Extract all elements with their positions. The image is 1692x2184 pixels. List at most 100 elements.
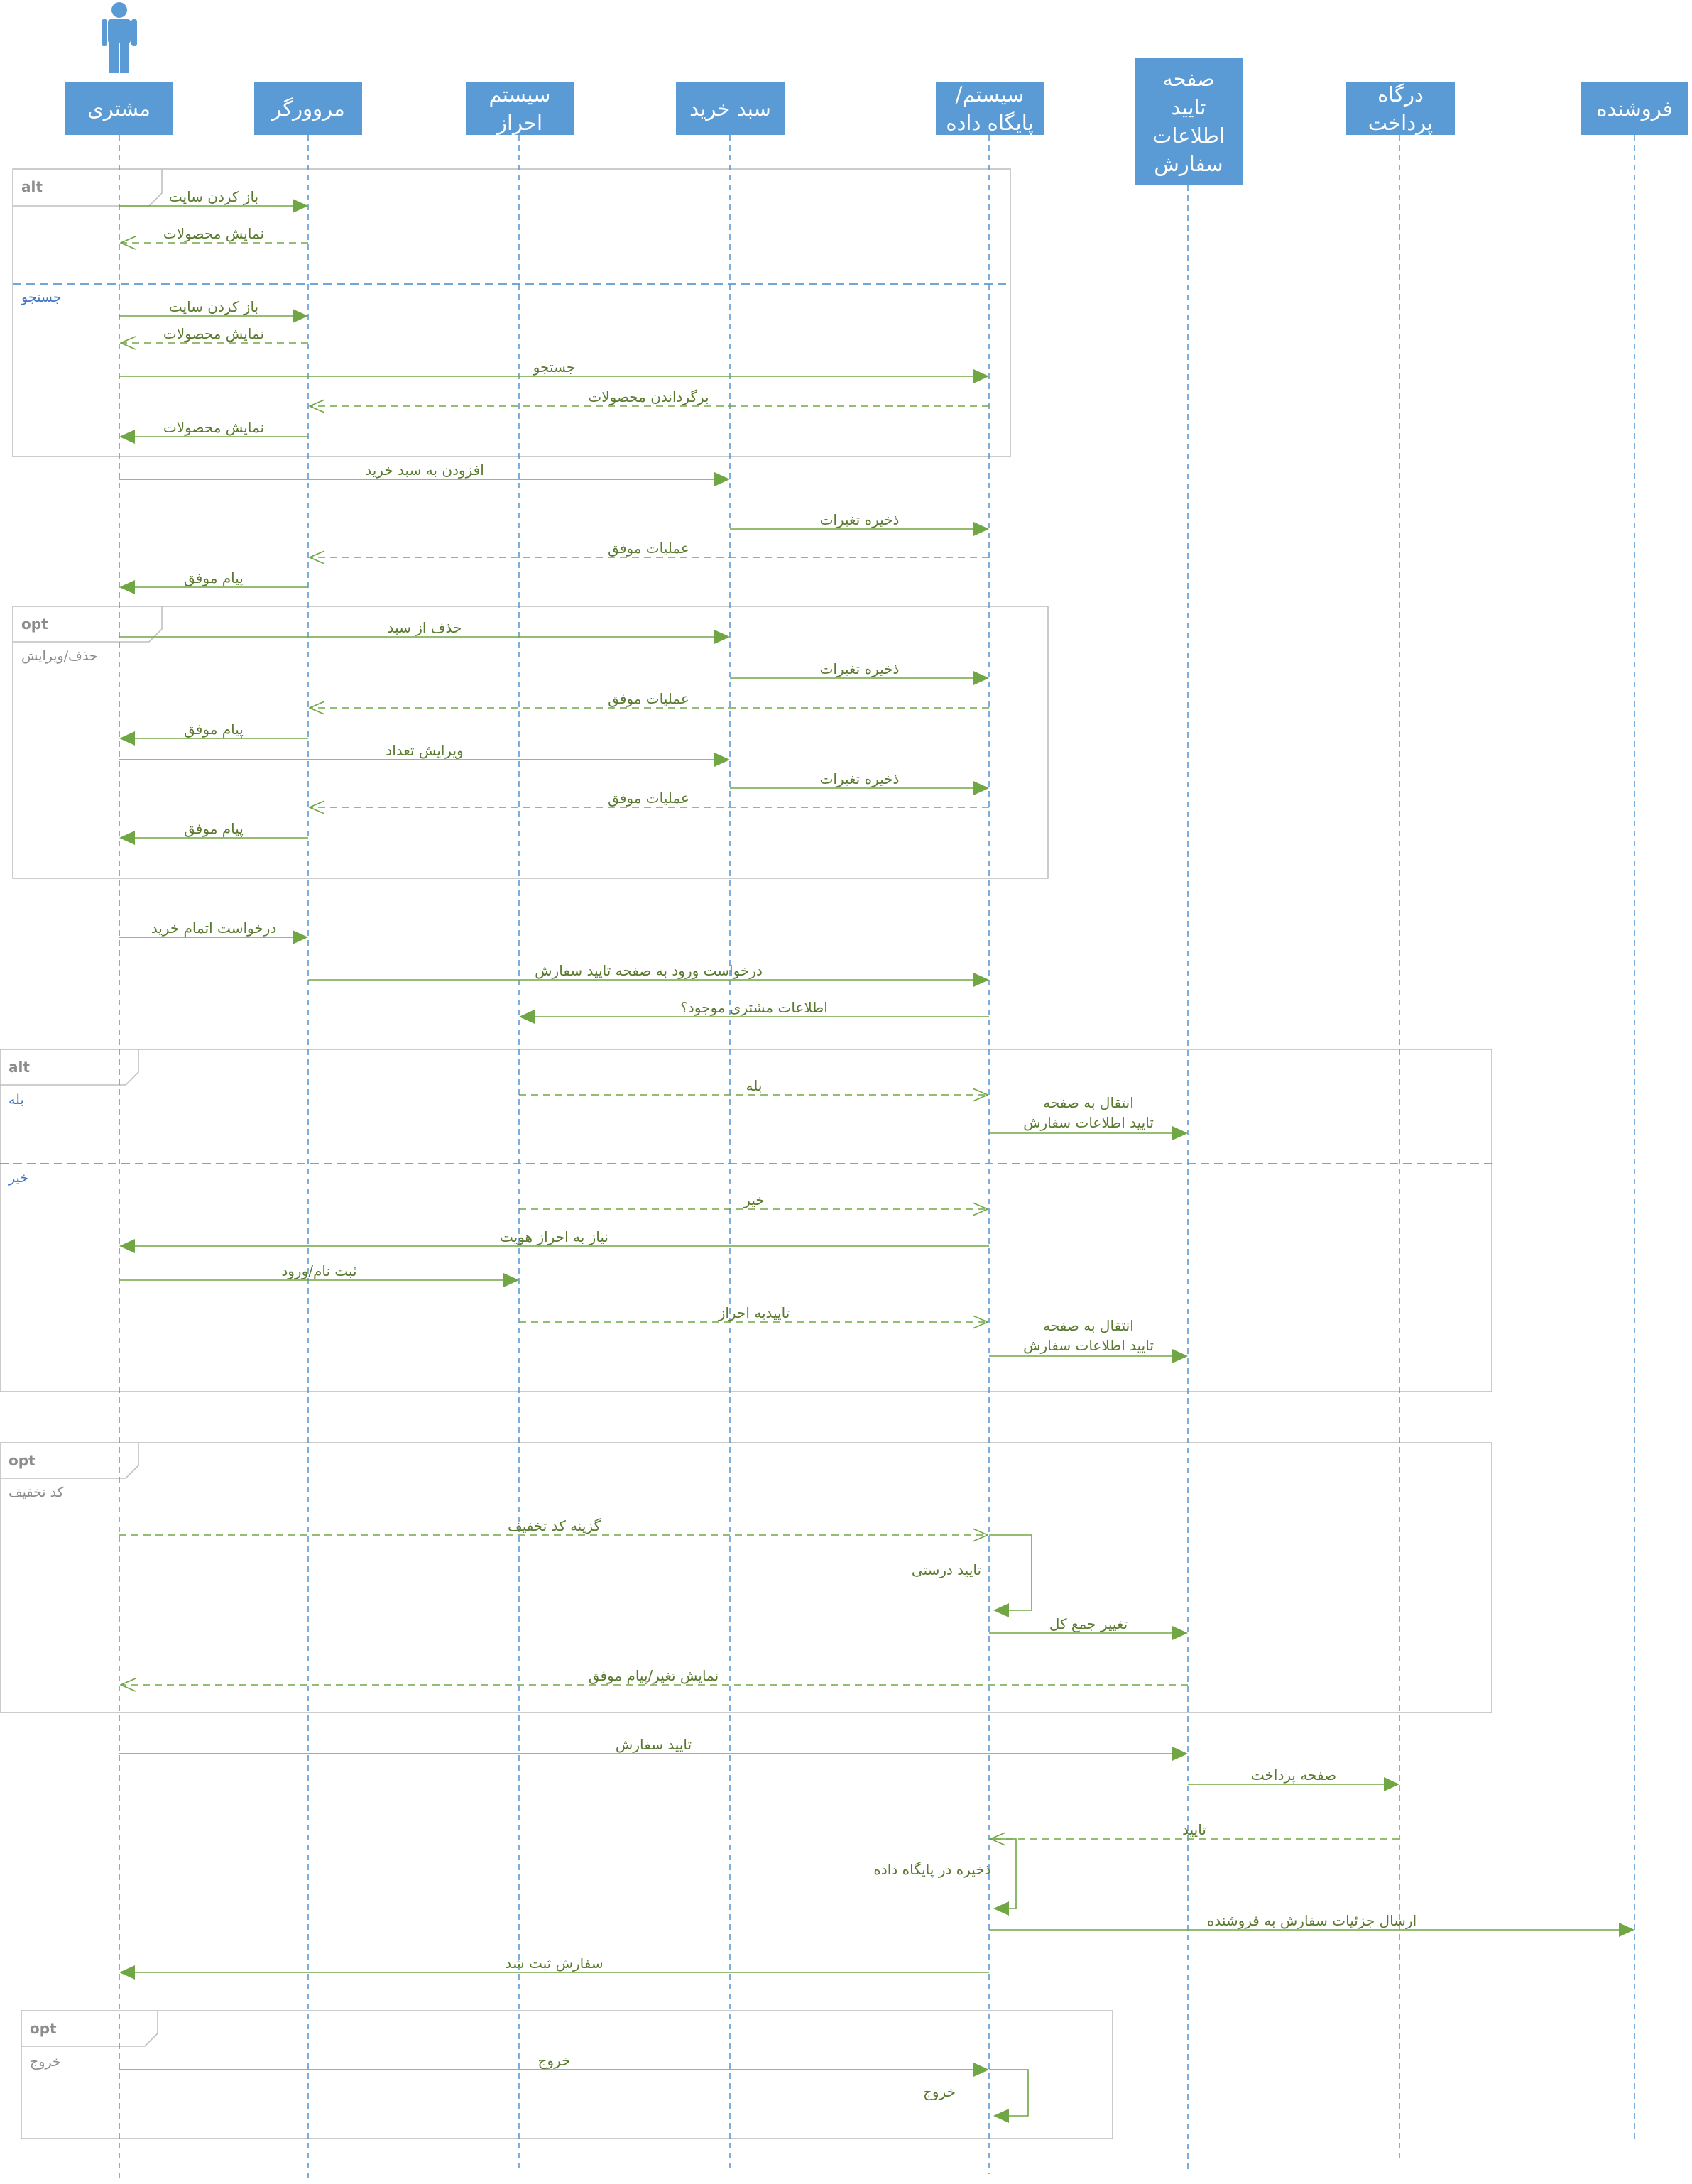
message-reply: بله — [519, 1077, 988, 1095]
message-sync: ذخیره تغیرات — [730, 770, 989, 795]
message-sync: جستجو — [119, 359, 989, 383]
fragment-frame — [0, 1049, 1492, 1392]
message-sync: اطلاعات مشتری موجود؟ — [519, 999, 989, 1024]
message-self: تایید درستی — [912, 1534, 1032, 1617]
lifeline-label-customer: مشتری — [87, 97, 151, 121]
message-label: سفارش ثبت شد — [505, 1955, 603, 1972]
message-self: ذخیره در پایگاه داده — [873, 1838, 1017, 1916]
message-sync: انتقال به صفحه تایید اطلاعات سفارش — [989, 1094, 1188, 1140]
message-label: ذخیره تغیرات — [820, 660, 900, 677]
message-sync: نمایش محصولات — [119, 419, 308, 444]
message-sync: باز کردن سایت — [119, 298, 308, 323]
lifeline-label-confirm: سفارش — [1154, 152, 1223, 176]
message-label: باز کردن سایت — [169, 188, 258, 205]
actor-icon — [102, 2, 137, 73]
message-label: صفحه پرداخت — [1251, 1767, 1336, 1784]
actor-arm-right — [131, 19, 137, 46]
message-label: ذخیره تغیرات — [820, 511, 900, 528]
message-label: پیام موفق — [184, 820, 244, 838]
message-arrow — [989, 2069, 1029, 2123]
message-label: تایید — [1182, 1821, 1206, 1838]
message-sync: صفحه پرداخت — [1188, 1767, 1399, 1791]
lifeline-label-auth: سیستم — [489, 82, 551, 107]
fragment-tag: opt — [9, 1452, 36, 1469]
lifeline-label-confirm: اطلاعات — [1152, 124, 1225, 148]
message-label: خروج — [923, 2083, 956, 2100]
message-reply: تاییدیه احراز — [519, 1304, 988, 1322]
lifeline-head-db — [936, 82, 1044, 135]
message-sync: نیاز به احراز هویت — [119, 1228, 989, 1253]
fragment-alt: alt بله خیر — [0, 1049, 1492, 1392]
message-label: درخواست ورود به صفحه تایید سفارش — [535, 962, 763, 979]
message-label: نمایش تغیر/پیام موفق — [589, 1667, 719, 1685]
message-label: عملیات موفق — [608, 790, 689, 807]
actor-leg-left — [109, 43, 119, 73]
message-label: ذخیره تغیرات — [820, 770, 900, 787]
message-sync: تغییر جمع کل — [989, 1615, 1188, 1640]
message-label: حذف از سبد — [388, 619, 462, 636]
lifeline-head-auth — [466, 82, 574, 135]
message-label: گزینه کد تخفیف — [508, 1517, 601, 1534]
actor-leg-right — [120, 43, 129, 73]
message-sync: سفارش ثبت شد — [119, 1955, 989, 1980]
fragment-tag-box — [21, 2011, 158, 2047]
messages-layer: باز کردن سایت نمایش محصولات باز کردن سایت ن… — [119, 188, 1634, 2123]
fragment-frame — [0, 1442, 1492, 1713]
message-sync: انتقال به صفحه تایید اطلاعات سفارش — [989, 1317, 1188, 1363]
message-label: بله — [746, 1077, 763, 1094]
lifeline-label-confirm: تایید — [1172, 95, 1206, 119]
fragment-opt: opt کد تخفیف — [0, 1442, 1492, 1713]
fragment-alt: alt جستجو — [12, 168, 1011, 457]
lifeline-label-browser: مروورگر — [270, 97, 344, 121]
fragment-guard: خیر — [8, 1170, 28, 1186]
message-label: نیاز به احراز هویت — [500, 1228, 608, 1245]
message-label: تاییدیه احراز — [718, 1304, 790, 1321]
fragment-tag-box — [0, 1049, 139, 1086]
fragment-frame — [21, 2010, 1113, 2139]
message-self: خروج — [923, 2069, 1029, 2123]
lifeline-label-gateway: پرداخت — [1368, 111, 1433, 136]
message-label: ویرایش تعداد — [386, 742, 463, 759]
fragment-tag-box — [13, 169, 163, 207]
fragment-guard: خروج — [30, 2054, 61, 2070]
lifeline-label-auth: احراز — [496, 111, 542, 135]
message-sync: پیام موفق — [119, 820, 308, 845]
fragment-guard: کد تخفیف — [9, 1485, 65, 1500]
lifeline-label-gateway: درگاه — [1377, 82, 1424, 107]
fragment-guard: بله — [9, 1092, 24, 1108]
message-label: باز کردن سایت — [169, 298, 258, 315]
message-reply: نمایش تغیر/پیام موفق — [121, 1667, 1188, 1685]
actor-head — [111, 2, 127, 18]
message-reply: عملیات موفق — [310, 540, 989, 557]
message-reply: خیر — [519, 1191, 988, 1209]
message-label: تایید اطلاعات سفارش — [1023, 1114, 1154, 1131]
message-reply: برگرداندن محصولات — [310, 388, 989, 406]
message-label: پیام موفق — [184, 721, 244, 738]
message-sync: پیام موفق — [119, 721, 308, 746]
lifeline-head-seller — [1581, 82, 1688, 135]
fragment-tag: opt — [30, 2020, 57, 2037]
lifeline-label-db: پایگاه داده — [946, 111, 1033, 136]
message-label: خیر — [743, 1191, 764, 1208]
message-label: تغییر جمع کل — [1049, 1615, 1128, 1632]
message-sync: درخواست ورود به صفحه تایید سفارش — [308, 962, 989, 987]
message-label: نمایش محصولات — [163, 225, 264, 242]
lifeline-head-customer — [65, 82, 173, 135]
message-label: خروج — [538, 2052, 571, 2069]
message-label: عملیات موفق — [608, 690, 689, 707]
message-reply: گزینه کد تخفیف — [119, 1517, 988, 1535]
message-label: ارسال جزئیات سفارش به فروشنده — [1207, 1912, 1417, 1929]
lifeline-head-browser — [254, 82, 362, 135]
message-label: تایید سفارش — [616, 1736, 692, 1753]
message-label: انتقال به صفحه — [1043, 1317, 1134, 1334]
lifeline-head-gateway — [1346, 82, 1455, 135]
message-sync: ویرایش تعداد — [119, 742, 730, 767]
fragment-tag-box — [13, 606, 163, 643]
message-sync: ذخیره تغیرات — [730, 511, 989, 536]
message-sync: ذخیره تغیرات — [730, 660, 989, 685]
message-label: تایید درستی — [912, 1561, 981, 1578]
message-sync: حذف از سبد — [119, 619, 730, 644]
message-reply: تایید — [990, 1821, 1399, 1839]
message-sync: پیام موفق — [119, 569, 308, 594]
